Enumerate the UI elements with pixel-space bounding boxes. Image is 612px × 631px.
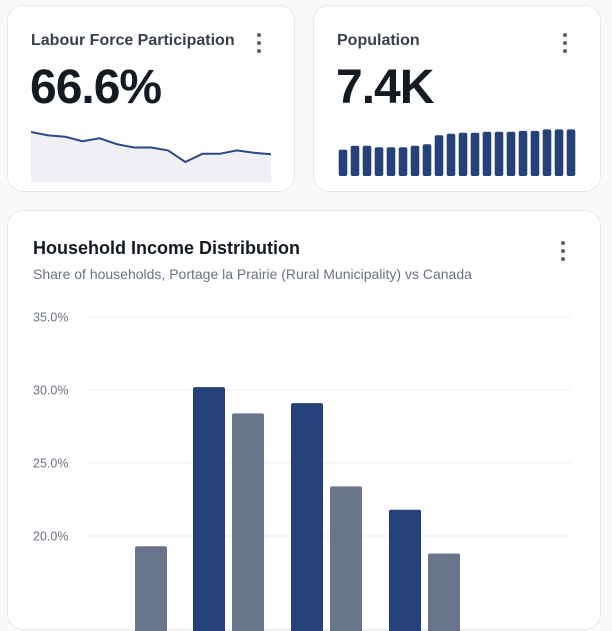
labour-force-title: Labour Force Participation (31, 32, 235, 50)
labour-force-card: Labour Force Participation 66.6% (7, 5, 295, 192)
population-bar (531, 131, 540, 176)
population-value: 7.4K (336, 64, 433, 112)
population-bar (447, 134, 456, 176)
more-options-icon[interactable] (558, 33, 572, 53)
population-card: Population 7.4K (313, 5, 601, 192)
chart-title: Household Income Distribution (33, 238, 300, 259)
income-bar[interactable] (330, 486, 362, 631)
population-bar (399, 147, 408, 176)
population-bar (387, 147, 396, 176)
labour-force-value: 66.6% (30, 64, 161, 112)
chart-subtitle: Share of households, Portage la Prairie … (33, 266, 472, 282)
population-title: Population (337, 32, 420, 50)
population-bar (483, 132, 492, 176)
population-bar (411, 146, 420, 176)
population-bar (375, 147, 384, 176)
population-bar (339, 150, 348, 176)
population-bar (471, 133, 480, 176)
household-income-card: Household Income Distribution Share of h… (7, 210, 601, 630)
population-bar (543, 129, 552, 176)
population-bar (519, 131, 528, 176)
y-tick-label: 20.0% (33, 530, 68, 544)
income-bar-chart: 35.0% 30.0% 25.0% 20.0% (8, 296, 602, 631)
income-bar[interactable] (389, 510, 421, 631)
more-options-icon[interactable] (252, 33, 266, 53)
population-bar (351, 146, 360, 176)
population-bar (495, 132, 504, 176)
income-bar[interactable] (193, 387, 225, 631)
population-bar (435, 135, 444, 176)
income-bar[interactable] (135, 546, 167, 631)
population-sparkbars (337, 124, 577, 176)
y-tick-label: 35.0% (33, 311, 68, 325)
population-bar (555, 129, 564, 176)
more-options-icon[interactable] (556, 241, 570, 261)
sparkline-area (31, 132, 271, 182)
income-bar[interactable] (232, 413, 264, 631)
labour-force-sparkline (31, 124, 271, 182)
income-bar[interactable] (428, 554, 460, 631)
income-bar[interactable] (291, 403, 323, 631)
y-tick-label: 25.0% (33, 457, 68, 471)
population-bar (567, 129, 576, 176)
population-bar (363, 146, 372, 176)
population-bar (459, 133, 468, 176)
population-bar (423, 144, 432, 176)
y-tick-label: 30.0% (33, 384, 68, 398)
population-bar (507, 132, 516, 176)
